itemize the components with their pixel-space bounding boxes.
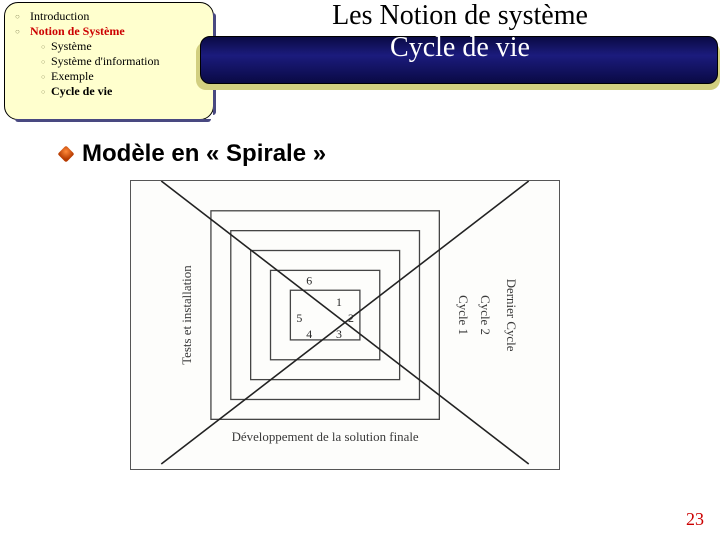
- nav-sub-label: Exemple: [51, 69, 94, 83]
- title-line1: Les Notion de système: [200, 0, 720, 32]
- diag-right-label-2: Cycle 2: [478, 295, 493, 335]
- diag-num-2: 2: [348, 311, 354, 325]
- diag-left-label: Tests et installation: [179, 265, 194, 365]
- diag-right-label-3: Dernier Cycle: [504, 279, 519, 352]
- nav-sub-exemple[interactable]: Exemple: [41, 69, 205, 84]
- nav-label: Notion de Système: [30, 24, 125, 38]
- slide-title: Les Notion de système Cycle de vie: [200, 0, 720, 64]
- nav-label: Introduction: [30, 9, 89, 23]
- bullet-icon: [58, 146, 75, 163]
- nav-sub-label: Système: [51, 39, 92, 53]
- diag-bottom-label: Développement de la solution finale: [232, 429, 419, 444]
- nav-sub-systeme[interactable]: Système: [41, 39, 205, 54]
- nav-sub-label: Cycle de vie: [51, 84, 112, 98]
- diag-right-label-1: Cycle 1: [456, 295, 471, 335]
- page-number: 23: [686, 509, 704, 530]
- spiral-svg: 1 2 3 4 5 6 Tests et installation Dévelo…: [131, 181, 559, 469]
- nav-sub-cycle[interactable]: Cycle de vie: [41, 84, 205, 99]
- diag-num-1: 1: [336, 295, 342, 309]
- nav-shadow: [15, 119, 211, 122]
- outline-nav: Introduction Notion de Système Système S…: [4, 2, 214, 120]
- diag-num-5: 5: [296, 311, 302, 325]
- nav-sub-label: Système d'information: [51, 54, 159, 68]
- nav-item-notion-systeme[interactable]: Notion de Système Système Système d'info…: [15, 24, 205, 99]
- diag-num-4: 4: [306, 327, 312, 341]
- diag-num-6: 6: [306, 273, 312, 287]
- section-heading: Modèle en « Spirale »: [60, 140, 720, 168]
- nav-sub-sys-info[interactable]: Système d'information: [41, 54, 205, 69]
- title-line2: Cycle de vie: [200, 32, 720, 64]
- spiral-diagram: 1 2 3 4 5 6 Tests et installation Dévelo…: [130, 180, 560, 470]
- content-region: Modèle en « Spirale » 1 2 3 4 5 6: [0, 140, 720, 168]
- nav-item-introduction[interactable]: Introduction: [15, 9, 205, 24]
- header-region: Introduction Notion de Système Système S…: [0, 0, 720, 130]
- heading-text: Modèle en « Spirale »: [82, 140, 326, 167]
- diag-num-3: 3: [336, 327, 342, 341]
